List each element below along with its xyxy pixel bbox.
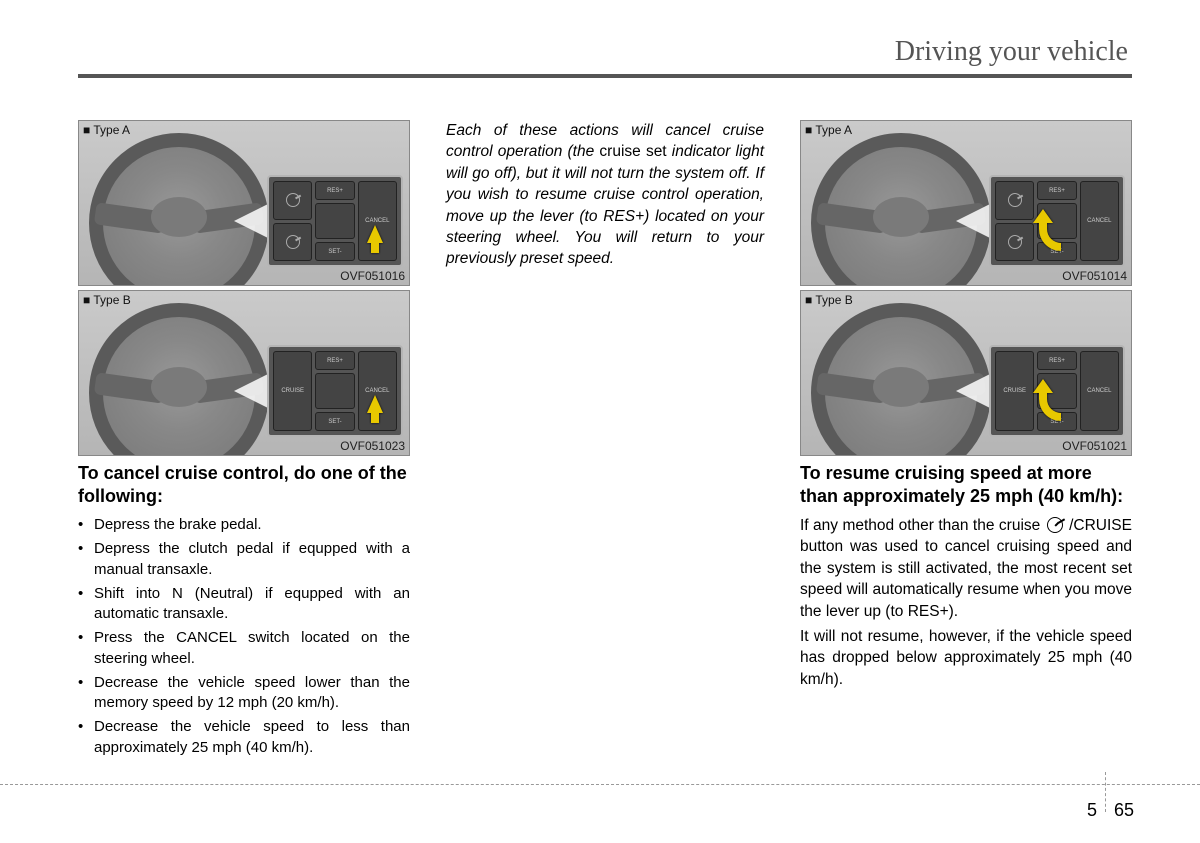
center-column: Each of these actions will cancel cruise… xyxy=(446,120,764,762)
figure-right-b: ■ Type B CRUISE RES+ SET- CANCEL xyxy=(800,290,1132,456)
right-column: ■ Type A RES+ SET- CANC xyxy=(800,120,1132,762)
figure-code: OVF051016 xyxy=(340,269,405,283)
left-bullets: Depress the brake pedal. Depress the clu… xyxy=(78,515,410,758)
wheel-button xyxy=(315,203,354,239)
figure-left-b: ■ Type B CRUISE RES+ SET- CANCEL xyxy=(78,290,410,456)
control-panel: CRUISE RES+ SET- CANCEL xyxy=(989,345,1125,437)
list-item: Press the CANCEL switch located on the s… xyxy=(78,628,410,669)
page-number-value: 65 xyxy=(1114,800,1134,821)
chapter-number: 5 xyxy=(1087,800,1097,821)
page-number: 5 65 xyxy=(1087,800,1134,821)
text-run: If any method other than the cruise xyxy=(800,517,1045,534)
list-item: Decrease the vehicle speed lower than th… xyxy=(78,673,410,714)
cruise-text-button: CRUISE xyxy=(995,351,1034,431)
page-sep xyxy=(1105,772,1106,812)
res-button: RES+ xyxy=(1037,351,1076,370)
type-label: ■ Type B xyxy=(805,293,853,307)
footer-divider xyxy=(0,784,1200,785)
section-header: Driving your vehicle xyxy=(78,36,1132,74)
set-button: SET- xyxy=(315,412,354,431)
limit-icon-button xyxy=(995,223,1034,262)
list-item: Depress the clutch pedal if equpped with… xyxy=(78,539,410,580)
list-item: Shift into N (Neutral) if equpped with a… xyxy=(78,584,410,625)
set-button: SET- xyxy=(315,242,354,261)
manual-page: Driving your vehicle ■ Type A RES+ xyxy=(0,0,1200,843)
right-heading: To resume cruising speed at more than ap… xyxy=(800,462,1132,507)
control-panel: RES+ SET- CANCEL xyxy=(989,175,1125,267)
center-paragraph: Each of these actions will cancel cruise… xyxy=(446,120,764,270)
left-column: ■ Type A RES+ SET- CANC xyxy=(78,120,410,762)
wheel-button xyxy=(315,373,354,409)
text-run-roman: cruise set xyxy=(594,143,672,160)
cancel-button: CANCEL xyxy=(1080,181,1119,261)
res-button: RES+ xyxy=(1037,181,1076,200)
arrow-up-icon xyxy=(367,225,383,243)
type-label: ■ Type B xyxy=(83,293,131,307)
cruise-inline-icon xyxy=(1047,517,1063,533)
figure-right-a: ■ Type A RES+ SET- CANC xyxy=(800,120,1132,286)
left-heading: To cancel cruise control, do one of the … xyxy=(78,462,410,507)
limit-icon-button xyxy=(273,223,312,262)
cruise-icon-button xyxy=(995,181,1034,220)
figure-code: OVF051014 xyxy=(1062,269,1127,283)
right-para-1: If any method other than the cruise /CRU… xyxy=(800,515,1132,622)
arrow-up-icon xyxy=(367,395,383,413)
header-rule xyxy=(78,74,1132,78)
figure-code: OVF051023 xyxy=(340,439,405,453)
figure-left-a: ■ Type A RES+ SET- CANC xyxy=(78,120,410,286)
type-label: ■ Type A xyxy=(83,123,130,137)
right-para-2: It will not resume, however, if the vehi… xyxy=(800,626,1132,690)
control-panel: RES+ SET- CANCEL xyxy=(267,175,403,267)
type-label: ■ Type A xyxy=(805,123,852,137)
text-run: indicator light will go off), but it wil… xyxy=(446,143,764,267)
cruise-text-button: CRUISE xyxy=(273,351,312,431)
res-button: RES+ xyxy=(315,181,354,200)
cancel-button: CANCEL xyxy=(1080,351,1119,431)
figure-code: OVF051021 xyxy=(1062,439,1127,453)
control-panel: CRUISE RES+ SET- CANCEL xyxy=(267,345,403,437)
list-item: Depress the brake pedal. xyxy=(78,515,410,535)
content-columns: ■ Type A RES+ SET- CANC xyxy=(78,120,1132,762)
cruise-icon-button xyxy=(273,181,312,220)
res-button: RES+ xyxy=(315,351,354,370)
list-item: Decrease the vehicle speed to less than … xyxy=(78,717,410,758)
